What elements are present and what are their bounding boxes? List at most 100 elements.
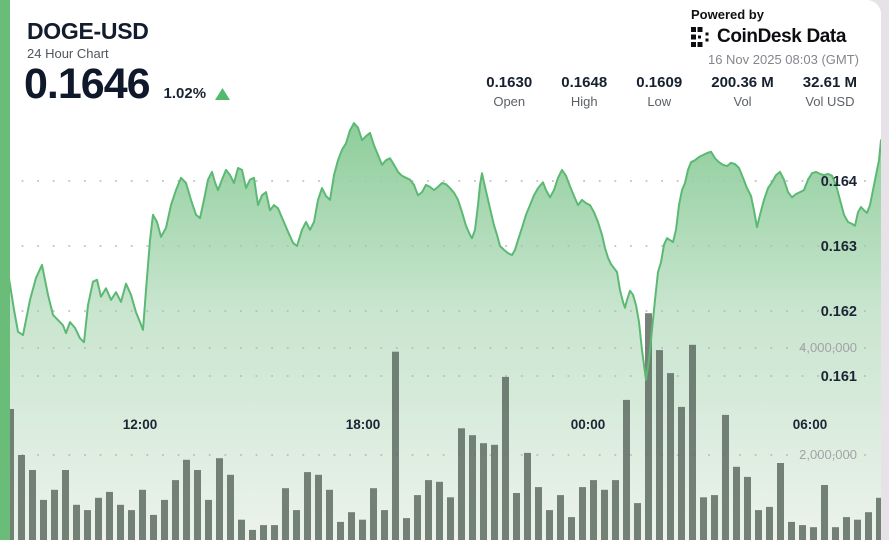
volume-bar bbox=[601, 489, 608, 540]
volume-bar bbox=[95, 497, 102, 540]
volume-bar bbox=[205, 499, 212, 540]
volume-bar bbox=[645, 313, 652, 540]
volume-bar bbox=[117, 504, 124, 540]
volume-bar bbox=[799, 525, 806, 540]
volume-bar bbox=[370, 488, 377, 540]
stat-low-value: 0.1609 bbox=[636, 74, 683, 91]
volume-bar bbox=[403, 518, 410, 540]
chart-subtitle: 24 Hour Chart bbox=[27, 46, 109, 61]
stat-volume-value: 200.36 M bbox=[711, 74, 774, 91]
volume-bar bbox=[656, 350, 663, 540]
volume-bar bbox=[755, 510, 762, 540]
stat-open-value: 0.1630 bbox=[486, 74, 533, 91]
price-axis-label: 0.164 bbox=[821, 174, 857, 190]
coindesk-logo[interactable]: CoinDesk Data bbox=[691, 26, 859, 48]
time-axis-label: 12:00 bbox=[123, 417, 158, 432]
volume-bar bbox=[865, 512, 872, 540]
volume-bar bbox=[524, 452, 531, 540]
volume-bar bbox=[744, 476, 751, 540]
volume-bar bbox=[359, 519, 366, 540]
volume-bar bbox=[249, 529, 256, 540]
volume-bar bbox=[425, 480, 432, 540]
stat-volume-usd-label: Vol USD bbox=[805, 94, 855, 109]
pair-title: DOGE-USD bbox=[27, 18, 149, 44]
volume-axis-label: 2,000,000 bbox=[799, 447, 857, 462]
volume-bar bbox=[392, 351, 399, 540]
stat-high: 0.1648 High bbox=[561, 74, 607, 109]
volume-bar bbox=[777, 463, 784, 540]
volume-bar bbox=[832, 527, 839, 540]
time-axis-label: 18:00 bbox=[346, 417, 381, 432]
volume-bar bbox=[260, 525, 267, 540]
time-axis-label: 00:00 bbox=[571, 417, 606, 432]
change-percent: 1.02% bbox=[163, 85, 207, 103]
time-axis-label: 06:00 bbox=[793, 417, 828, 432]
volume-bar bbox=[513, 493, 520, 540]
volume-bar bbox=[722, 414, 729, 540]
volume-bar bbox=[293, 510, 300, 540]
volume-bar bbox=[854, 519, 861, 540]
stat-high-label: High bbox=[570, 94, 598, 109]
volume-bar bbox=[491, 444, 498, 540]
powered-by-label: Powered by bbox=[691, 7, 764, 22]
volume-bar bbox=[271, 525, 278, 540]
volume-bar bbox=[238, 519, 245, 540]
coindesk-wordmark: CoinDesk Data bbox=[717, 26, 847, 47]
volume-bar bbox=[161, 499, 168, 540]
volume-bar bbox=[414, 495, 421, 540]
current-price: 0.1646 bbox=[24, 60, 151, 108]
branding-block: Powered by CoinDesk Data 16 N bbox=[691, 7, 859, 67]
stat-volume-label: Vol bbox=[733, 94, 752, 109]
volume-bar bbox=[128, 510, 135, 540]
volume-bar bbox=[623, 399, 630, 540]
stat-volume-usd: 32.61 M Vol USD bbox=[803, 74, 857, 109]
volume-bar bbox=[678, 406, 685, 540]
volume-bar bbox=[843, 517, 850, 540]
volume-bar bbox=[381, 510, 388, 540]
left-accent-strip bbox=[0, 0, 10, 540]
volume-bar bbox=[535, 487, 542, 540]
volume-bar bbox=[194, 470, 201, 540]
stat-open: 0.1630 Open bbox=[486, 74, 532, 109]
volume-bar bbox=[458, 428, 465, 540]
volume-bar bbox=[84, 510, 91, 540]
stat-high-value: 0.1648 bbox=[561, 74, 608, 91]
volume-bar bbox=[821, 485, 828, 540]
stat-low: 0.1609 Low bbox=[636, 74, 682, 109]
volume-bar bbox=[172, 480, 179, 540]
volume-bar bbox=[480, 443, 487, 540]
coindesk-mark-icon bbox=[691, 27, 709, 47]
stat-open-label: Open bbox=[493, 94, 526, 109]
volume-bar bbox=[18, 455, 25, 540]
volume-bar bbox=[282, 488, 289, 540]
volume-bar bbox=[810, 527, 817, 540]
volume-bar bbox=[150, 514, 157, 540]
volume-bar bbox=[634, 503, 641, 540]
volume-bar bbox=[7, 409, 14, 540]
volume-bar bbox=[337, 521, 344, 540]
volume-bar bbox=[29, 470, 36, 540]
volume-bar bbox=[304, 472, 311, 540]
volume-bar bbox=[502, 376, 509, 540]
price-axis-label: 0.161 bbox=[821, 369, 857, 385]
volume-bar bbox=[700, 497, 707, 540]
volume-bar bbox=[612, 480, 619, 540]
volume-bar bbox=[40, 499, 47, 540]
stat-volume-usd-value: 32.61 M bbox=[802, 74, 857, 91]
volume-bar bbox=[711, 495, 718, 540]
volume-bar bbox=[733, 466, 740, 540]
volume-bar bbox=[766, 506, 773, 540]
volume-bar bbox=[62, 470, 69, 540]
volume-bar bbox=[106, 491, 113, 540]
volume-bar bbox=[689, 344, 696, 540]
chart-timestamp: 16 Nov 2025 08:03 (GMT) bbox=[707, 52, 859, 67]
volume-bar bbox=[227, 474, 234, 540]
volume-bar bbox=[546, 510, 553, 540]
up-triangle-icon bbox=[215, 87, 231, 100]
volume-bar bbox=[183, 459, 190, 540]
volume-bar bbox=[51, 489, 58, 540]
volume-bar bbox=[579, 487, 586, 540]
